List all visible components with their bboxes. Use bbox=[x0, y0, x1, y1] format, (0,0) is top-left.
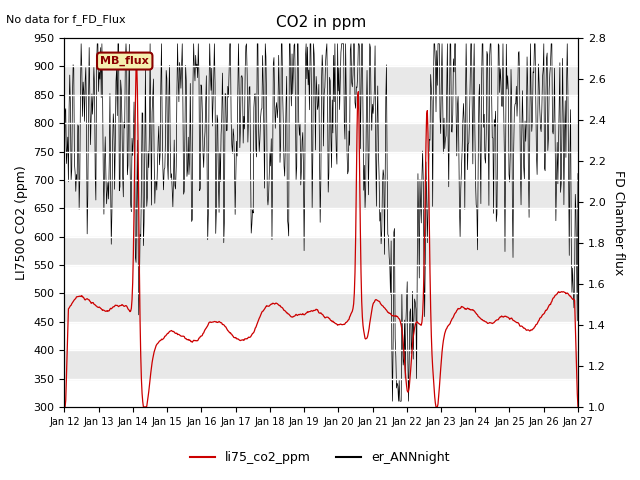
Title: CO2 in ppm: CO2 in ppm bbox=[276, 15, 366, 30]
Bar bbox=[65, 237, 578, 265]
Text: No data for f_FD_Flux: No data for f_FD_Flux bbox=[6, 14, 126, 25]
Bar bbox=[65, 66, 578, 95]
Legend: li75_co2_ppm, er_ANNnight: li75_co2_ppm, er_ANNnight bbox=[186, 446, 454, 469]
Text: MB_flux: MB_flux bbox=[100, 56, 149, 66]
Y-axis label: LI7500 CO2 (ppm): LI7500 CO2 (ppm) bbox=[15, 165, 28, 280]
Bar bbox=[65, 293, 578, 322]
Bar bbox=[65, 350, 578, 379]
Bar bbox=[65, 180, 578, 208]
Y-axis label: FD Chamber flux: FD Chamber flux bbox=[612, 170, 625, 275]
Bar bbox=[65, 123, 578, 152]
